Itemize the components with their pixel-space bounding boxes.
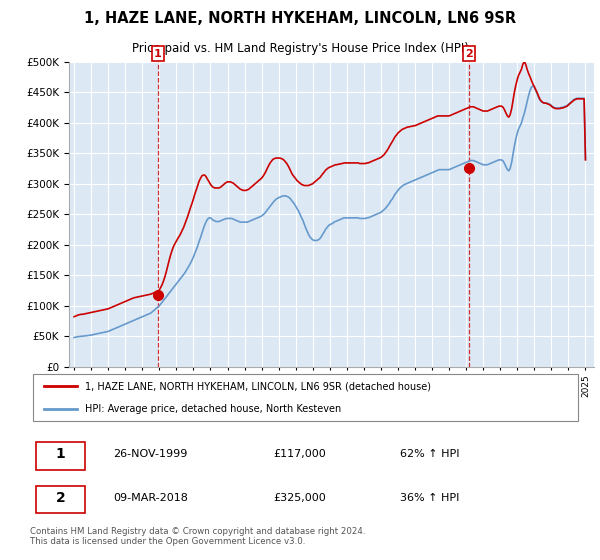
Text: £117,000: £117,000 xyxy=(273,449,326,459)
Text: 1: 1 xyxy=(154,49,161,59)
Text: 1: 1 xyxy=(55,447,65,461)
Text: Contains HM Land Registry data © Crown copyright and database right 2024.
This d: Contains HM Land Registry data © Crown c… xyxy=(30,526,365,546)
Text: 1, HAZE LANE, NORTH HYKEHAM, LINCOLN, LN6 9SR (detached house): 1, HAZE LANE, NORTH HYKEHAM, LINCOLN, LN… xyxy=(85,381,431,391)
Text: 09-MAR-2018: 09-MAR-2018 xyxy=(113,493,188,503)
Text: 36% ↑ HPI: 36% ↑ HPI xyxy=(400,493,459,503)
FancyBboxPatch shape xyxy=(35,442,85,470)
Text: 26-NOV-1999: 26-NOV-1999 xyxy=(113,449,187,459)
Text: HPI: Average price, detached house, North Kesteven: HPI: Average price, detached house, Nort… xyxy=(85,404,341,414)
Text: 1, HAZE LANE, NORTH HYKEHAM, LINCOLN, LN6 9SR: 1, HAZE LANE, NORTH HYKEHAM, LINCOLN, LN… xyxy=(84,11,516,26)
FancyBboxPatch shape xyxy=(35,486,85,514)
Text: £325,000: £325,000 xyxy=(273,493,326,503)
Text: 2: 2 xyxy=(55,491,65,505)
FancyBboxPatch shape xyxy=(33,375,578,421)
Text: 2: 2 xyxy=(465,49,473,59)
Text: Price paid vs. HM Land Registry's House Price Index (HPI): Price paid vs. HM Land Registry's House … xyxy=(131,42,469,55)
Text: 62% ↑ HPI: 62% ↑ HPI xyxy=(400,449,460,459)
